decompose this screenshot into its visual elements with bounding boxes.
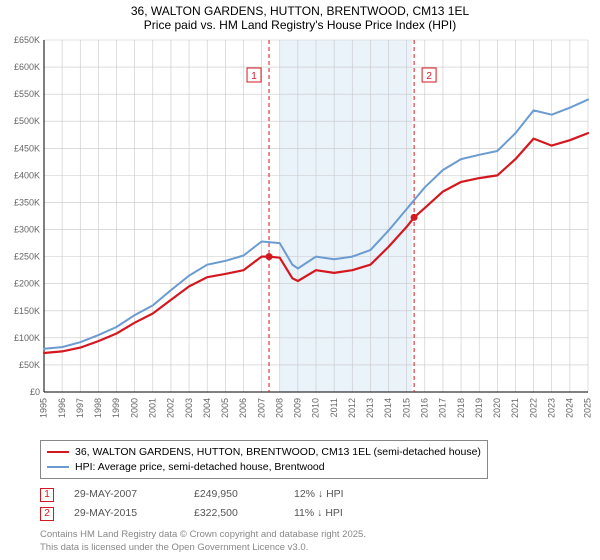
svg-text:£550K: £550K bbox=[14, 89, 40, 99]
sale-date: 29-MAY-2015 bbox=[74, 504, 174, 523]
svg-text:2015: 2015 bbox=[401, 398, 411, 418]
chart-svg: £0 £50K £100K £150K £200K £250K £300K £350K £400… bbox=[0, 34, 600, 434]
svg-text:2003: 2003 bbox=[184, 398, 194, 418]
svg-text:£200K: £200K bbox=[14, 279, 40, 289]
svg-text:£0: £0 bbox=[30, 387, 40, 397]
svg-text:2001: 2001 bbox=[148, 398, 158, 418]
sale-price: £322,500 bbox=[194, 504, 274, 523]
svg-text:2023: 2023 bbox=[546, 398, 556, 418]
sales-table: 1 29-MAY-2007 £249,950 12% ↓ HPI 2 29-MAY-201… bbox=[40, 485, 600, 523]
svg-text:£150K: £150K bbox=[14, 306, 40, 316]
footer-line-2: This data is licensed under the Open Gov… bbox=[40, 542, 600, 554]
svg-text:£600K: £600K bbox=[14, 62, 40, 72]
svg-text:2020: 2020 bbox=[492, 398, 502, 418]
svg-text:£350K: £350K bbox=[14, 197, 40, 207]
sale-delta: 12% ↓ HPI bbox=[294, 485, 344, 504]
legend-row: HPI: Average price, semi-detached house,… bbox=[47, 460, 481, 475]
svg-text:2008: 2008 bbox=[274, 398, 284, 418]
svg-text:2002: 2002 bbox=[166, 398, 176, 418]
svg-text:2014: 2014 bbox=[383, 398, 393, 418]
svg-text:2024: 2024 bbox=[565, 398, 575, 418]
svg-text:£100K: £100K bbox=[14, 333, 40, 343]
svg-text:2010: 2010 bbox=[311, 398, 321, 418]
svg-text:1996: 1996 bbox=[57, 398, 67, 418]
legend-swatch bbox=[47, 451, 69, 453]
svg-text:2022: 2022 bbox=[528, 398, 538, 418]
sale-price: £249,950 bbox=[194, 485, 274, 504]
chart-container: 36, WALTON GARDENS, HUTTON, BRENTWOOD, C… bbox=[0, 0, 600, 560]
svg-text:1997: 1997 bbox=[75, 398, 85, 418]
svg-text:1995: 1995 bbox=[39, 398, 49, 418]
svg-text:£300K: £300K bbox=[14, 225, 40, 235]
svg-text:2007: 2007 bbox=[256, 398, 266, 418]
chart-area: £0 £50K £100K £150K £200K £250K £300K £350K £400… bbox=[0, 34, 600, 434]
svg-text:2013: 2013 bbox=[365, 398, 375, 418]
svg-text:2011: 2011 bbox=[329, 398, 339, 417]
svg-text:2012: 2012 bbox=[347, 398, 357, 418]
svg-text:2005: 2005 bbox=[220, 398, 230, 418]
svg-text:1998: 1998 bbox=[93, 398, 103, 418]
svg-text:2009: 2009 bbox=[293, 398, 303, 418]
svg-text:2000: 2000 bbox=[129, 398, 139, 418]
svg-text:2025: 2025 bbox=[583, 398, 593, 418]
title-block: 36, WALTON GARDENS, HUTTON, BRENTWOOD, C… bbox=[0, 0, 600, 34]
svg-text:£400K: £400K bbox=[14, 170, 40, 180]
sale-marker-icon: 2 bbox=[40, 507, 54, 521]
svg-text:£50K: £50K bbox=[19, 360, 40, 370]
footer-line-1: Contains HM Land Registry data © Crown c… bbox=[40, 529, 600, 541]
svg-text:2021: 2021 bbox=[510, 398, 520, 418]
legend-swatch bbox=[47, 466, 69, 468]
legend: 36, WALTON GARDENS, HUTTON, BRENTWOOD, C… bbox=[40, 440, 488, 479]
legend-row: 36, WALTON GARDENS, HUTTON, BRENTWOOD, C… bbox=[47, 445, 481, 460]
footer: Contains HM Land Registry data © Crown c… bbox=[40, 529, 600, 554]
sale-date: 29-MAY-2007 bbox=[74, 485, 174, 504]
svg-text:2004: 2004 bbox=[202, 398, 212, 418]
svg-text:2016: 2016 bbox=[420, 398, 430, 418]
svg-text:£250K: £250K bbox=[14, 252, 40, 262]
sale-marker-icon: 1 bbox=[40, 488, 54, 502]
title-line-2: Price paid vs. HM Land Registry's House … bbox=[0, 18, 600, 32]
svg-text:1: 1 bbox=[251, 71, 257, 82]
sale-row: 2 29-MAY-2015 £322,500 11% ↓ HPI bbox=[40, 504, 600, 523]
svg-text:£450K: £450K bbox=[14, 143, 40, 153]
title-line-1: 36, WALTON GARDENS, HUTTON, BRENTWOOD, C… bbox=[0, 4, 600, 18]
svg-text:£500K: £500K bbox=[14, 116, 40, 126]
sale-row: 1 29-MAY-2007 £249,950 12% ↓ HPI bbox=[40, 485, 600, 504]
legend-label: HPI: Average price, semi-detached house,… bbox=[75, 460, 325, 475]
svg-text:2017: 2017 bbox=[438, 398, 448, 418]
svg-text:2019: 2019 bbox=[474, 398, 484, 418]
sale-delta: 11% ↓ HPI bbox=[294, 504, 343, 523]
svg-text:2: 2 bbox=[426, 71, 432, 82]
svg-text:£650K: £650K bbox=[14, 35, 40, 45]
svg-text:2006: 2006 bbox=[238, 398, 248, 418]
svg-text:2018: 2018 bbox=[456, 398, 466, 418]
svg-text:1999: 1999 bbox=[111, 398, 121, 418]
legend-label: 36, WALTON GARDENS, HUTTON, BRENTWOOD, C… bbox=[75, 445, 481, 460]
